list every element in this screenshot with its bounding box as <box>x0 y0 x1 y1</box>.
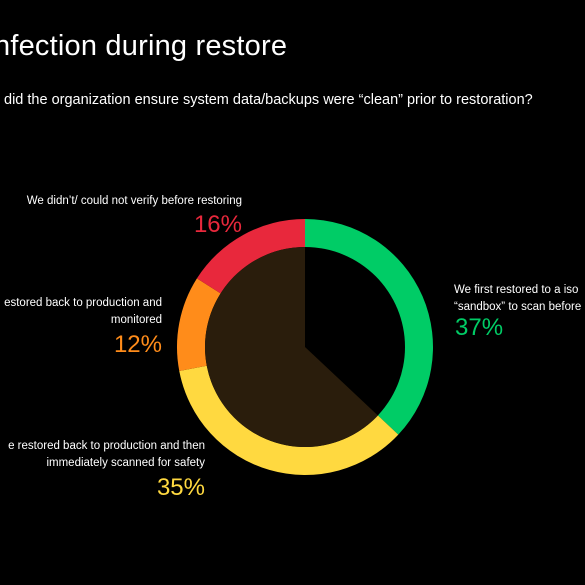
slice-value-sandbox: 37% <box>455 314 504 341</box>
slice-label-not-verified: We didn’t/ could not verify before resto… <box>26 195 242 207</box>
page-title: nfection during restore <box>0 30 288 62</box>
slice-value-not-verified: 16% <box>193 211 242 238</box>
slice-label-sandbox: We first restored to a iso “sandbox” to … <box>454 284 582 313</box>
slice-value-scanned: 35% <box>156 474 205 501</box>
page-subtitle: did the organization ensure system data/… <box>4 92 533 108</box>
slice-label-scanned: e restored back to production and then i… <box>8 440 205 469</box>
slice-value-monitored: 12% <box>113 331 162 358</box>
donut-inner-area <box>204 247 378 447</box>
slice-label-monitored: estored back to production and monitored <box>4 297 162 326</box>
